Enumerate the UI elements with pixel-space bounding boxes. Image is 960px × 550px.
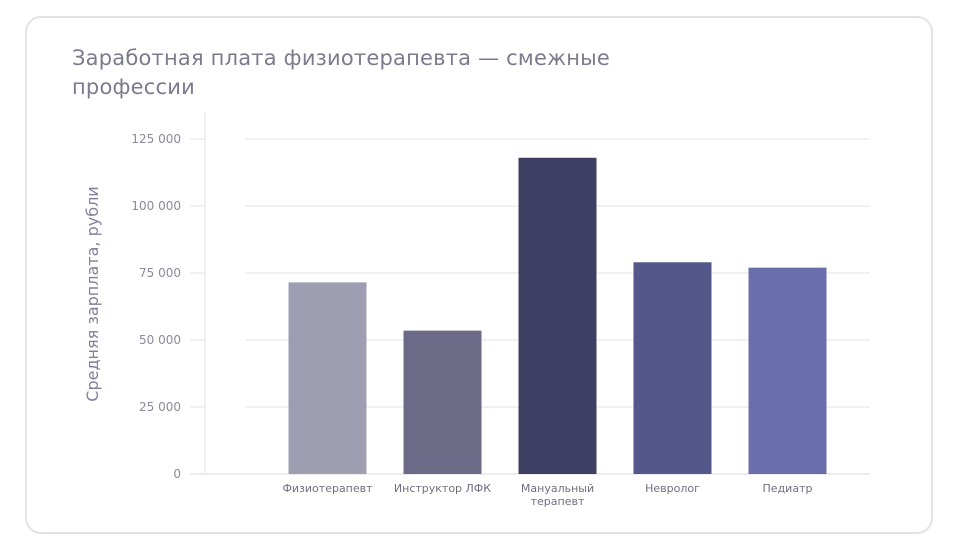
bar [518, 157, 597, 474]
x-tick-label: Педиатр [763, 482, 813, 495]
bars [288, 157, 827, 474]
x-tick-label: Инструктор ЛФК [394, 482, 491, 495]
y-tick-label: 0 [173, 467, 181, 481]
y-tick-label: 100 000 [131, 199, 181, 213]
y-tick-label: 25 000 [139, 400, 181, 414]
chart-title: Заработная плата физиотерапевта — смежны… [72, 46, 611, 99]
x-tick-label: терапевт [531, 495, 585, 508]
y-tick-label: 75 000 [139, 266, 181, 280]
y-tick-label: 50 000 [139, 333, 181, 347]
bar [633, 262, 712, 474]
x-tick-label: Физиотерапевт [282, 482, 373, 495]
y-tick-label: 125 000 [131, 132, 181, 146]
y-axis-label: Средняя зарплата, рубли [83, 186, 102, 401]
x-tick-label: Мануальный [521, 482, 594, 495]
bar [748, 267, 827, 474]
bar [288, 282, 367, 474]
tick-labels: 0 25 000 50 000 75 000 100 000 125 000 Физиоте… [131, 132, 812, 508]
x-tick-label: Невролог [645, 482, 700, 495]
bar [403, 330, 482, 474]
